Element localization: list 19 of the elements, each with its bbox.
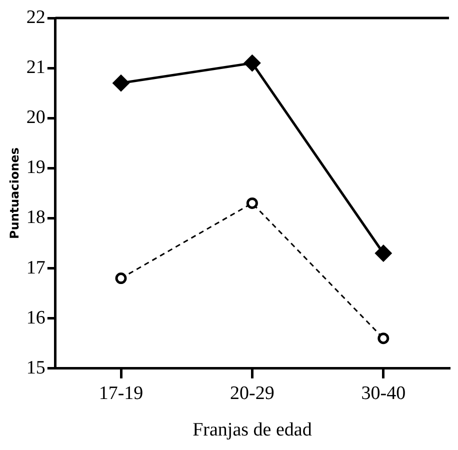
point [115,272,127,284]
x-axis-title: Franjas de edad [192,420,312,441]
point [378,332,390,344]
y-tick-label: 17 [26,257,46,278]
x-tick-label: 20-29 [230,382,274,404]
y-tick-label: 19 [26,157,46,178]
point [374,244,392,262]
point [244,54,261,72]
x-tick-label: 17-19 [98,382,144,404]
y-tick-label: 15 [26,357,46,378]
point [112,74,130,92]
y-tick-label: 21 [26,57,46,78]
point [246,197,258,209]
y-tick-label: 20 [26,107,46,128]
y-tick-label: 16 [26,307,46,328]
y-tick-label: 22 [26,6,46,28]
y-tick-label: 18 [26,207,46,228]
y-axis-title: Puntuaciones [7,147,22,239]
x-tick-label: 30-40 [361,382,406,404]
